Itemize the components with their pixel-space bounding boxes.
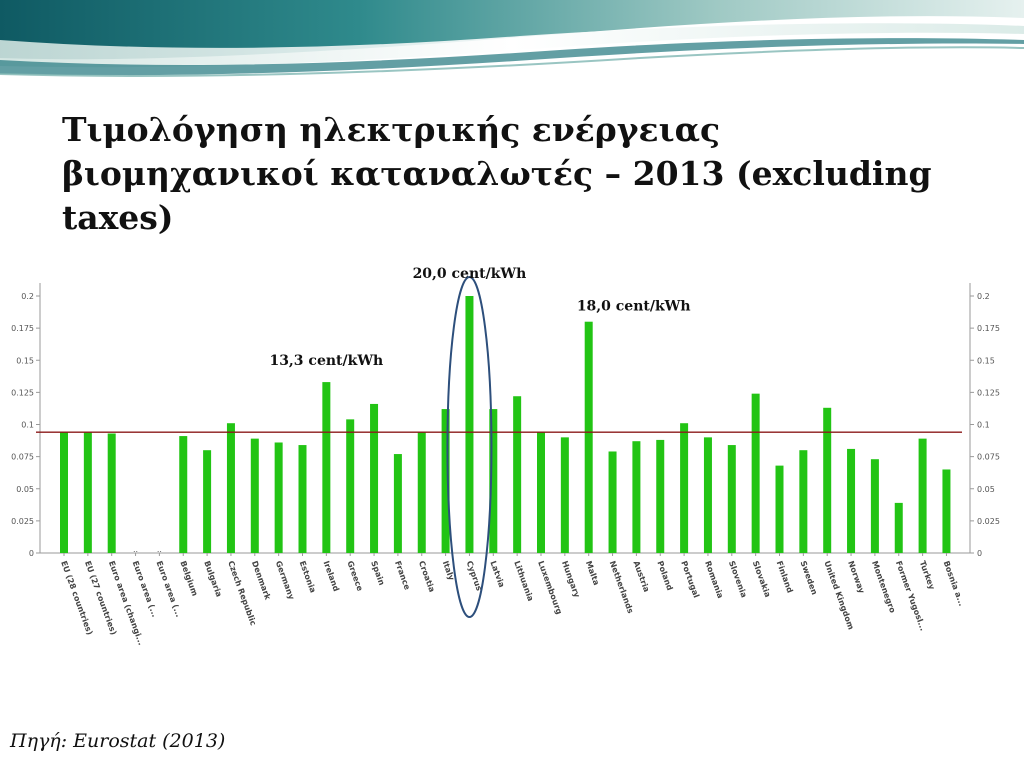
category-label: Bulgaria (202, 560, 223, 599)
category-label: Turkey (918, 560, 937, 592)
y-tick-label: 0.15 (16, 356, 34, 365)
bar (656, 439, 665, 553)
y-tick-label: 0.125 (11, 388, 34, 397)
y-tick-label: 0.1 (21, 421, 34, 430)
bar (918, 438, 927, 553)
bar (226, 423, 235, 553)
bar (894, 502, 903, 553)
category-label: Hungary (560, 560, 582, 600)
source-note: Πηγή: Eurostat (2013) (10, 730, 226, 752)
missing-value-marker: .. (133, 545, 138, 554)
category-labels: EU (28 countries)EU (27 countries)Euro a… (59, 553, 966, 646)
bar (370, 403, 379, 553)
bar (560, 437, 569, 553)
bar (751, 393, 760, 553)
data-annotation: 18,0 cent/kWh (577, 299, 691, 315)
category-label: Portugal (679, 560, 701, 600)
y-tick-label: 0 (29, 549, 34, 558)
bar (870, 459, 879, 553)
category-label: Slovakia (751, 560, 772, 599)
category-label: Montenegro (870, 560, 897, 615)
bar (60, 432, 68, 553)
y-axis-ticks: 0 0 0.025 0.025 0.05 0.05 0.075 0.075 0.1 0.1 0.12… (11, 292, 1000, 558)
category-label: Slovenia (727, 560, 749, 599)
category-label: Greece (345, 560, 364, 593)
category-label: France (393, 560, 412, 592)
category-label: Bosnia a... (942, 560, 967, 608)
category-label: Poland (655, 560, 674, 592)
bar (632, 441, 641, 553)
category-label: Croatia (417, 560, 437, 594)
category-label: Luxembourg (536, 560, 564, 616)
category-label: Euro area (... (131, 560, 160, 619)
bar (727, 445, 736, 553)
data-annotation: 13,3 cent/kWh (269, 353, 383, 369)
category-label: Germany (274, 560, 297, 602)
bar (823, 407, 832, 553)
category-label: Romania (703, 560, 725, 600)
category-label: Denmark (250, 560, 273, 602)
highlight-ellipse (446, 276, 493, 618)
bar (441, 409, 450, 553)
bar (107, 433, 116, 553)
bar (513, 396, 522, 553)
category-label: Latvia (488, 560, 506, 589)
bar (680, 423, 689, 553)
category-label: Malta (584, 560, 601, 587)
bar (584, 321, 593, 553)
bar (608, 451, 617, 553)
category-label: Spain (369, 560, 386, 587)
bars: .... (60, 296, 951, 554)
category-label: Lithuania (512, 560, 535, 603)
y-tick-label-right: 0.075 (977, 453, 1000, 462)
bar (393, 454, 402, 553)
category-label: Sweden (798, 560, 819, 597)
category-label: Finland (775, 560, 795, 595)
bar (203, 450, 212, 553)
bar (703, 437, 712, 553)
y-tick-label: 0.2 (21, 292, 34, 301)
bar (83, 432, 92, 553)
y-tick-label: 0.05 (16, 485, 34, 494)
bar (250, 438, 259, 553)
bar (274, 442, 283, 553)
category-label: Ireland (321, 560, 340, 593)
bar (489, 409, 498, 553)
header-banner (0, 0, 1024, 80)
category-label: Belgium (178, 560, 199, 598)
bar (179, 436, 188, 553)
y-tick-label-right: 0.05 (977, 485, 995, 494)
bar (465, 296, 474, 553)
category-label: Estonia (298, 560, 318, 594)
bar (322, 382, 331, 553)
y-tick-label-right: 0.15 (977, 356, 995, 365)
bar (799, 450, 808, 553)
bar (537, 432, 545, 553)
y-tick-label-right: 0 (977, 549, 982, 558)
bar (847, 448, 856, 553)
data-annotation: 20,0 cent/kWh (413, 266, 527, 282)
missing-value-marker: .. (157, 545, 162, 554)
y-tick-label: 0.175 (11, 324, 34, 333)
annotations: 20,0 cent/kWh 18,0 cent/kWh 13,3 cent/kWh (269, 266, 690, 369)
y-tick-label: 0.075 (11, 453, 34, 462)
y-tick-label-right: 0.175 (977, 324, 1000, 333)
bar (346, 419, 355, 553)
slide-title: Τιμολόγηση ηλεκτρικής ενέργειας βιομηχαν… (62, 110, 932, 237)
category-label: Euro area (... (155, 560, 184, 619)
bar (298, 445, 307, 553)
y-tick-label-right: 0.2 (977, 292, 990, 301)
category-label: Netherlands (608, 560, 635, 615)
bar (417, 432, 426, 553)
y-tick-label-right: 0.125 (977, 388, 1000, 397)
y-tick-label-right: 0.1 (977, 421, 990, 430)
y-tick-label-right: 0.025 (977, 517, 1000, 526)
bar (775, 465, 784, 553)
y-tick-label: 0.025 (11, 517, 34, 526)
category-label: Norway (846, 560, 866, 596)
category-label: Austria (632, 560, 652, 594)
bar (942, 469, 951, 553)
